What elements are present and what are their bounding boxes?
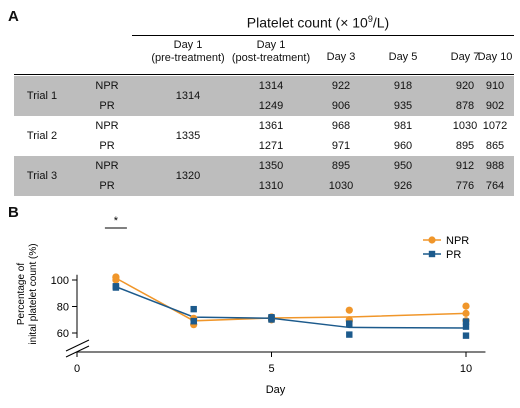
data-point-pr [346,320,353,327]
table-cell: 910 [485,80,505,92]
data-point-pr [190,305,197,313]
data-point-pr [462,323,470,330]
data-point-pr [190,318,197,325]
table-cell: 902 [485,100,505,112]
table-cell: 1271 [258,140,284,152]
x-axis-title: Day [266,384,286,396]
y-tick-label: 100 [51,275,69,287]
table-cell: 968 [331,120,351,132]
panel-label-b: B [8,204,19,221]
row-band [14,156,514,196]
significance-marker: * [114,215,119,227]
platelet-count-table: Platelet count (× 109/L) Day 1 (pre-treat… [14,12,514,196]
x-tick-label: 10 [460,363,472,375]
table-cell: 950 [393,160,413,172]
table-cell: 1361 [258,120,284,132]
legend-marker [428,250,436,258]
table-cell: 895 [331,160,351,172]
data-point-pr [268,316,275,323]
trial-label: Trial 1 [26,90,58,102]
column-header: Day 7 [450,51,480,63]
table-cell: 1072 [482,120,508,132]
title-rule [132,35,514,36]
table-cell: 988 [485,160,505,172]
column-header: Day 1 [256,39,286,51]
table-cell: 935 [393,100,413,112]
group-label: NPR [95,120,119,132]
table-cell: 920 [455,80,475,92]
column-header-sub: (pre-treatment) [151,52,225,64]
series-line-npr [115,277,467,322]
legend-label: PR [446,249,461,261]
trial-label: Trial 2 [26,130,58,142]
data-point-npr [112,273,120,281]
table-cell: 1310 [258,180,284,192]
column-header-sub: (post-treatment) [231,52,311,64]
data-point-pr [462,318,470,325]
y-tick-label: 60 [57,328,69,340]
table-cell: 918 [393,80,413,92]
table-cell: 906 [331,100,351,112]
y-axis-title-line: Percentage of [16,263,27,325]
table-cell: 1030 [452,120,478,132]
data-point-pr [112,284,120,291]
legend-marker [428,236,436,244]
data-point-pr [462,332,470,339]
table-cell: 776 [455,180,475,192]
table-cell: 1249 [258,100,284,112]
row-band [14,76,514,116]
table-cell: 895 [455,140,475,152]
chart-axes: 0 5 10 60 80 100 Day Percentage ofinital platel… [16,215,486,396]
chart-data-points [112,273,470,339]
table-cell: 1350 [258,160,284,172]
group-label: PR [99,100,115,112]
data-point-npr [462,302,470,310]
column-header: Day 10 [477,51,513,63]
table-title-text: Platelet count (× 10 [246,14,368,31]
table-cell: 878 [455,100,475,112]
table-cell: 981 [393,120,413,132]
chart-legend: NPR PR [423,235,469,261]
column-header: Day 5 [388,51,418,63]
table-cell: 865 [485,140,505,152]
table-cell: 926 [393,180,413,192]
data-point-pr [346,331,353,338]
y-tick-label: 80 [57,302,69,314]
table-cell: 1030 [328,180,354,192]
group-label: PR [99,140,115,152]
trial-label: Trial 3 [26,170,58,182]
group-label: NPR [95,160,119,172]
chart-series-lines [115,277,467,329]
axis-break-mark [65,339,90,352]
group-label: PR [99,180,115,192]
table-cell: 912 [455,160,475,172]
table-cell: 922 [331,80,351,92]
y-axis-title: Percentage ofinital platelet count (%) [16,243,39,344]
data-point-npr [345,306,353,314]
x-tick-label: 5 [268,363,274,375]
table-title: Platelet count (× 109/L) [247,14,389,31]
table-cell: 1314 [258,80,284,92]
series-line-pr [115,286,467,329]
table-title-unit: /L) [372,14,390,31]
table-cell: 764 [485,180,505,192]
group-label: NPR [95,80,119,92]
pre-treatment-value: 1314 [175,90,201,102]
header-rule [14,74,514,75]
legend-label: NPR [446,235,469,247]
table-title-superscript: 9 [367,14,373,24]
panel-label-a: A [8,8,19,25]
y-axis-title-line: inital platelet count (%) [28,243,39,344]
pre-treatment-value: 1335 [175,130,201,142]
table-cell: 960 [393,140,413,152]
column-header: Day 1 [173,39,203,51]
table-cell: 971 [331,140,351,152]
pre-treatment-value: 1320 [175,170,201,182]
data-point-npr [462,309,470,317]
column-header: Day 3 [326,51,356,63]
x-tick-label: 0 [74,363,80,375]
